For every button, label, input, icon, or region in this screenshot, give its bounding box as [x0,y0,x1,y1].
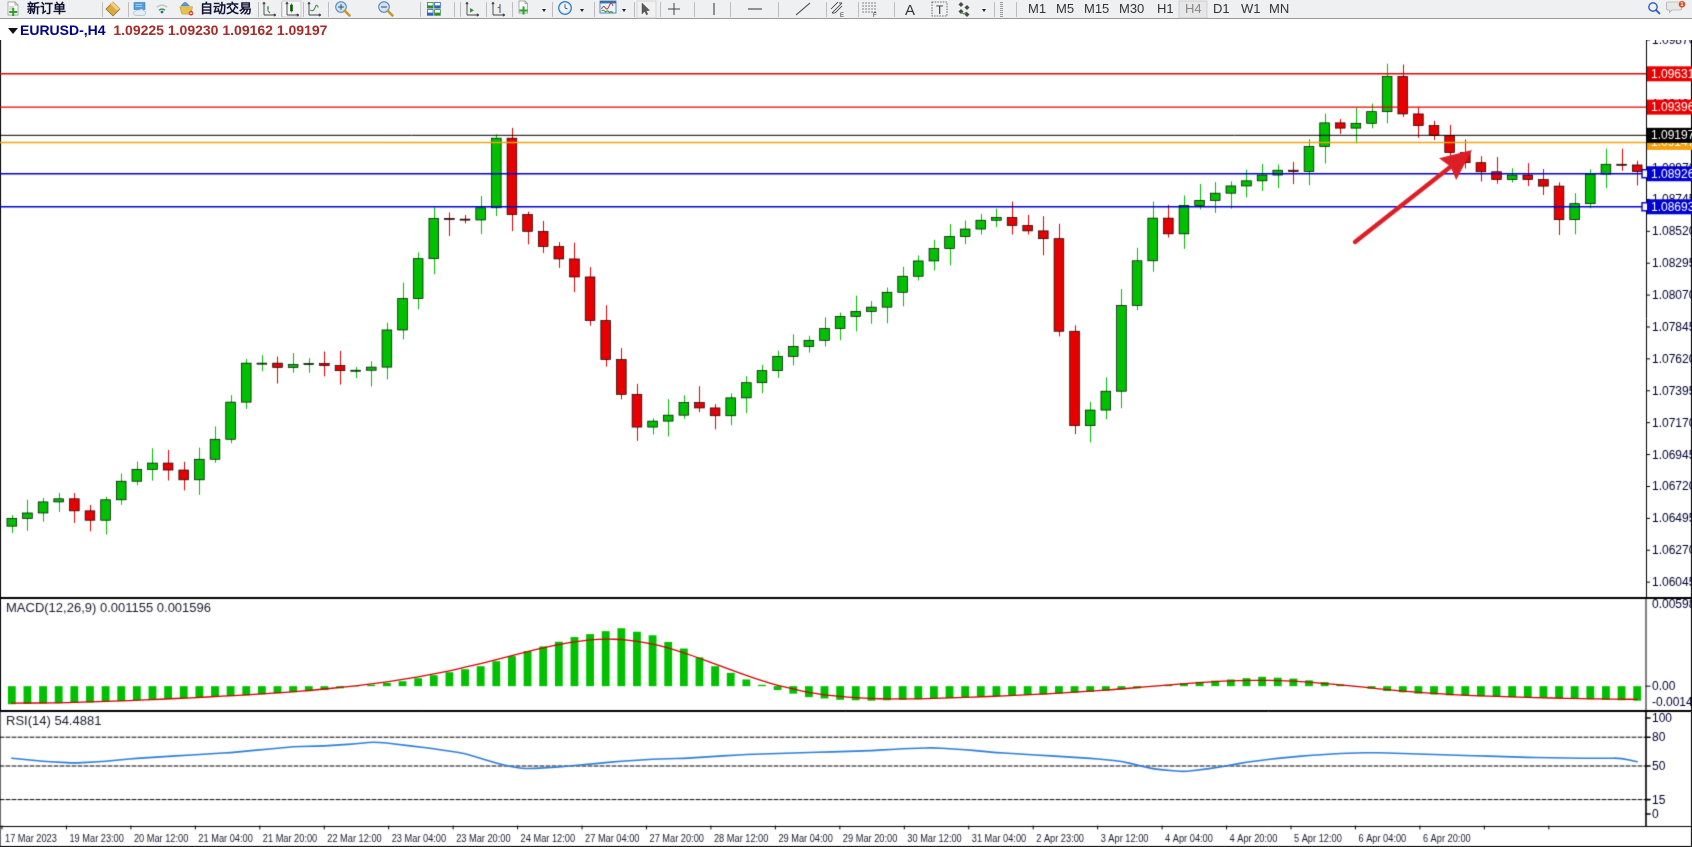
svg-text:新订单: 新订单 [27,1,66,16]
svg-text:M1: M1 [1028,1,1046,16]
svg-text:自动交易: 自动交易 [200,1,252,16]
svg-text:M30: M30 [1119,1,1144,16]
svg-text:M5: M5 [1056,1,1074,16]
svg-text:M15: M15 [1084,1,1109,16]
svg-text:T: T [936,3,944,17]
svg-text:MN: MN [1269,1,1289,16]
svg-text:D1: D1 [1213,1,1230,16]
svg-text:H1: H1 [1157,1,1174,16]
svg-text:W1: W1 [1241,1,1261,16]
svg-text:1: 1 [1680,2,1683,8]
svg-text:A: A [905,2,915,19]
svg-text:H4: H4 [1185,1,1202,16]
